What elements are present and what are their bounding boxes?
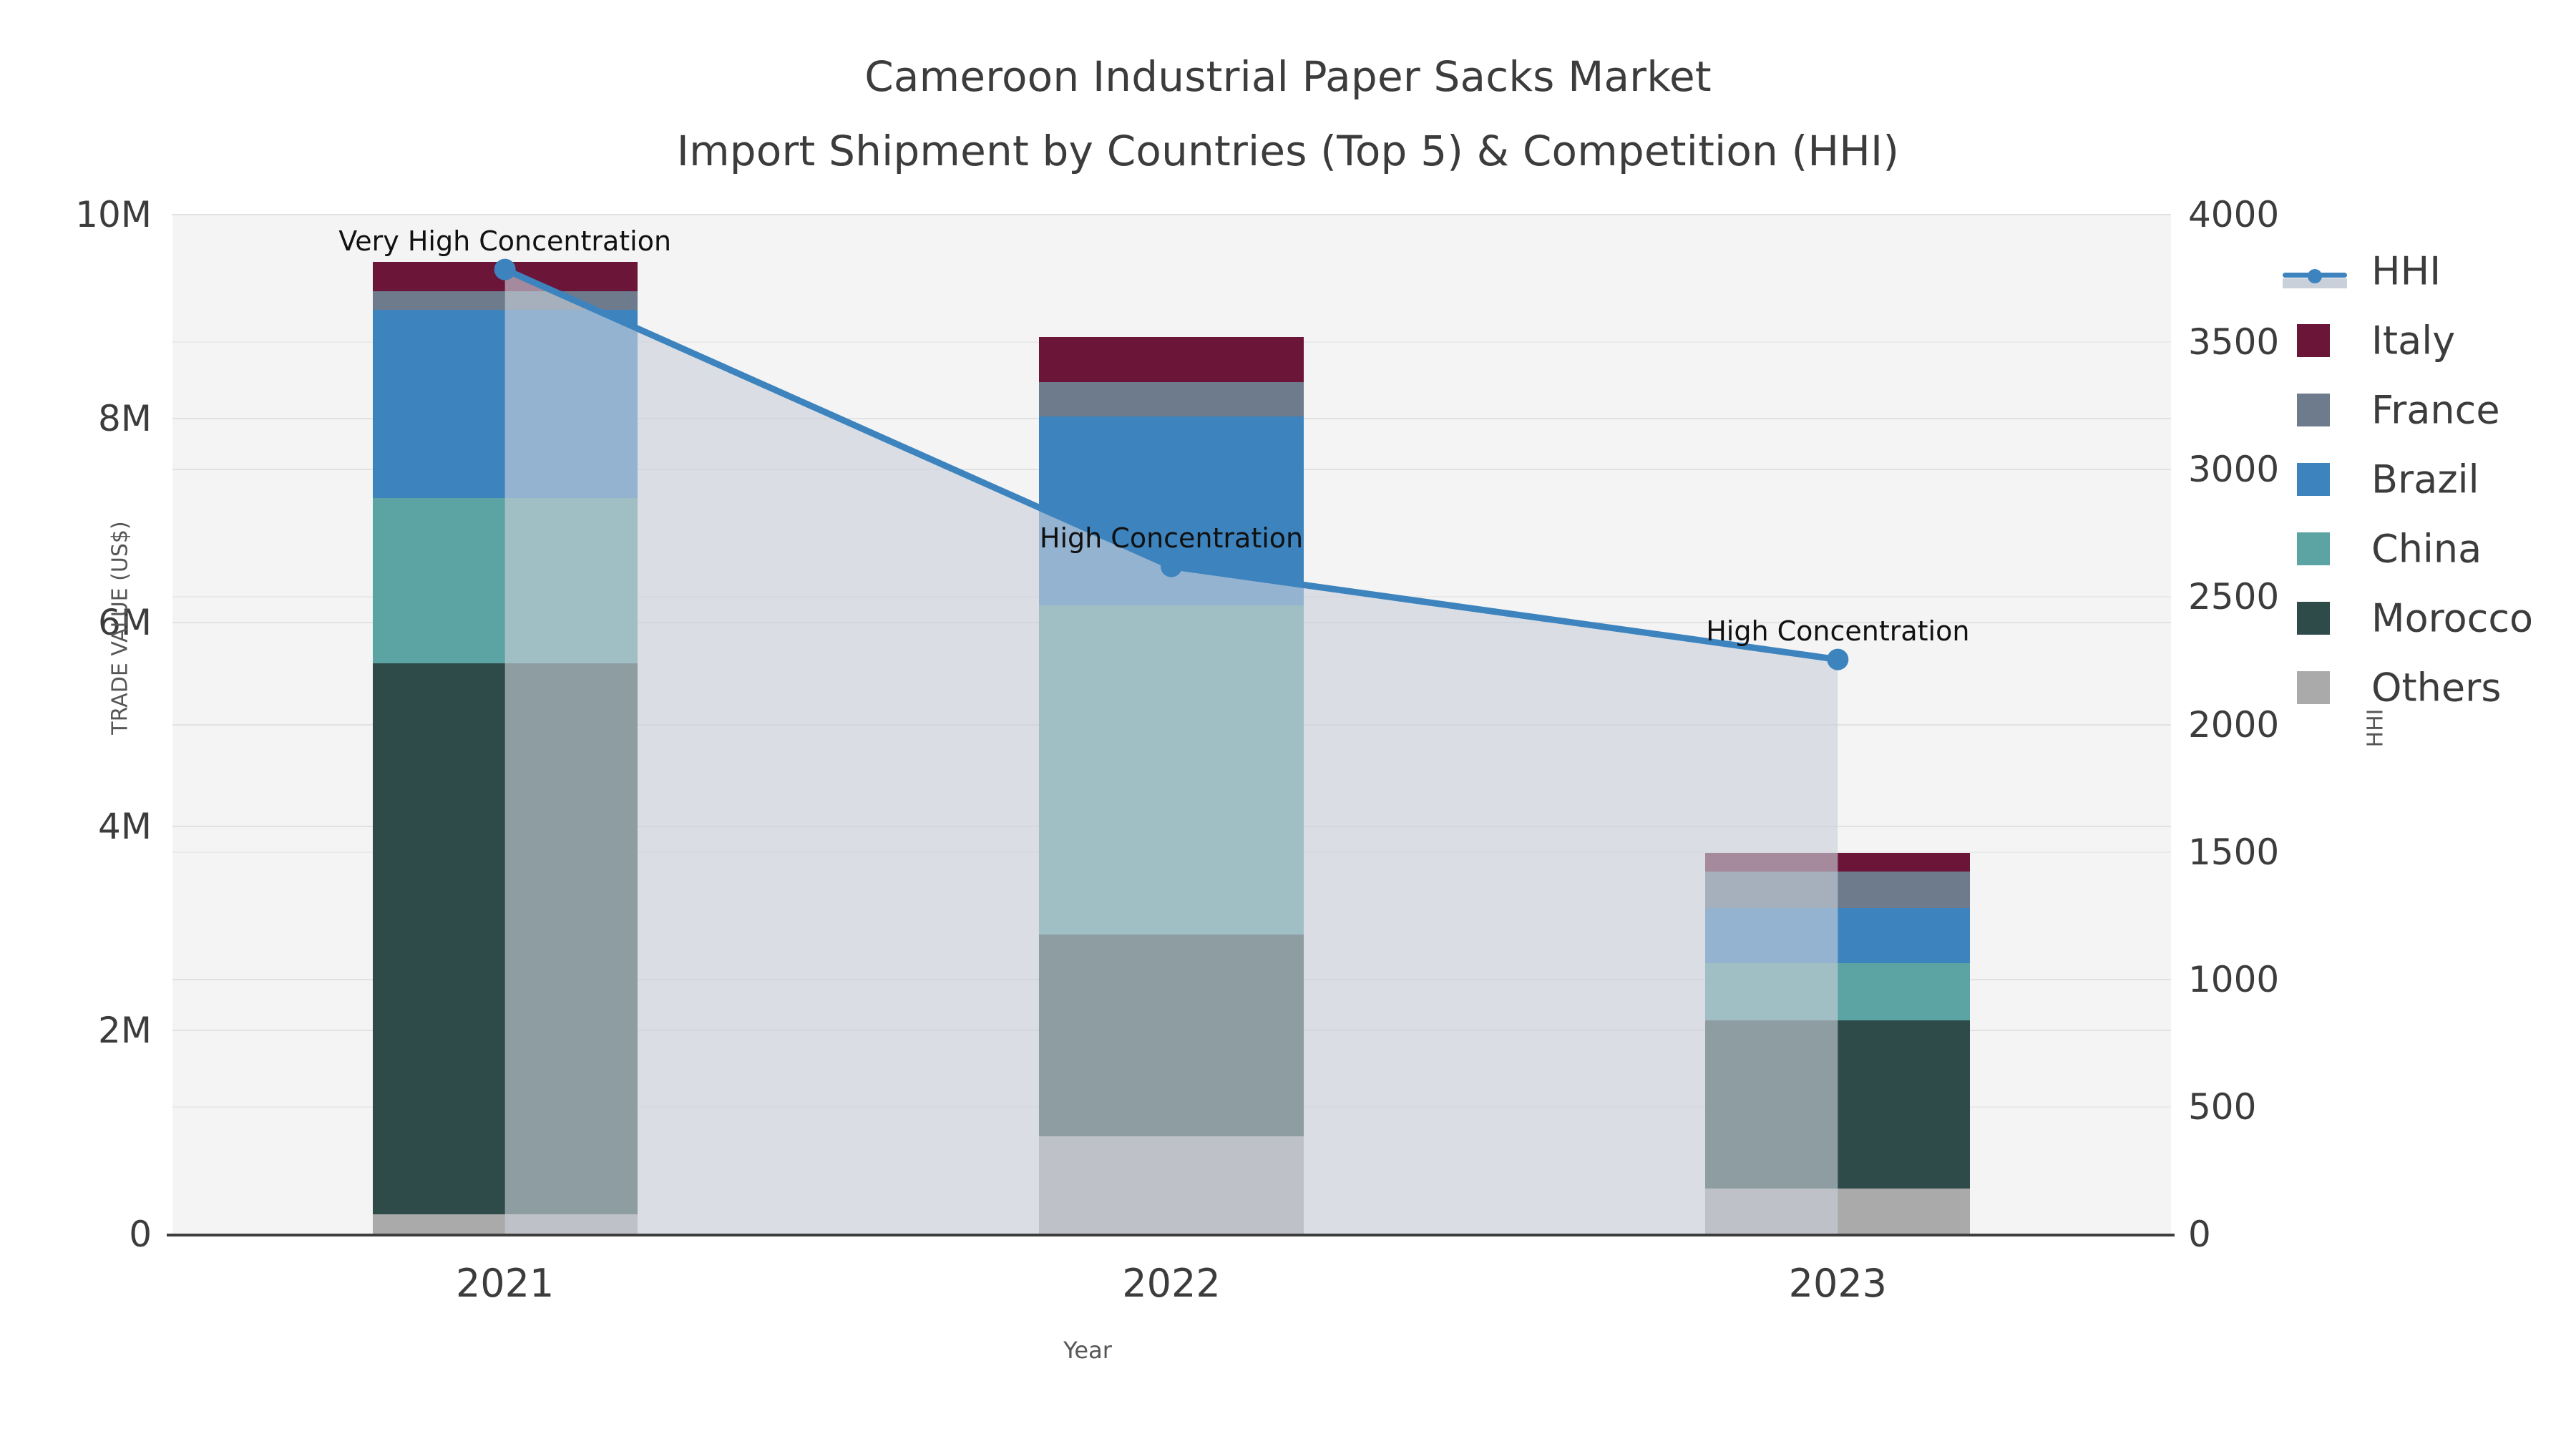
legend-swatch-icon: [2297, 670, 2330, 704]
bar-segment-france[interactable]: [1039, 381, 1304, 417]
legend-item-morocco[interactable]: Morocco: [2297, 583, 2576, 653]
legend-label: HHI: [2371, 248, 2441, 293]
y-axis-left-spine: [170, 215, 172, 1236]
legend-label: Italy: [2371, 318, 2456, 363]
concentration-annotation-2022: High Concentration: [1039, 522, 1304, 554]
x-axis-tick-2023: 2023: [1788, 1261, 1888, 1306]
legend-swatch-icon: [2297, 532, 2330, 565]
legend-label: Morocco: [2371, 595, 2534, 640]
legend-swatch-icon: [2297, 323, 2330, 357]
legend-item-hhi[interactable]: HHI: [2283, 236, 2576, 306]
chart-title-line2: Import Shipment by Countries (Top 5) & C…: [676, 127, 1900, 175]
chart-title: Cameroon Industrial Paper Sacks Market I…: [0, 56, 2576, 172]
legend-label: China: [2371, 526, 2482, 571]
legend-item-china[interactable]: China: [2297, 514, 2576, 583]
legend: HHI Italy France Brazil China Morocco Others: [2283, 236, 2576, 722]
y-axis-left-tick: 8M: [98, 398, 152, 439]
y-axis-right-tick: 3500: [2188, 321, 2280, 364]
hhi-marker-2022[interactable]: [1161, 555, 1182, 577]
legend-label: France: [2371, 387, 2500, 432]
y-axis-left-tick: 10M: [75, 194, 152, 235]
x-axis-label: Year: [1063, 1337, 1112, 1364]
y-axis-left-tick: 0: [129, 1214, 152, 1255]
y-axis-left-label: TRADE VALUE (US$): [107, 521, 133, 735]
y-axis-right-tick: 500: [2188, 1085, 2257, 1128]
concentration-annotation-2021: Very High Concentration: [338, 225, 672, 257]
legend-swatch-icon: [2297, 601, 2330, 635]
legend-swatch-icon: [2297, 393, 2330, 426]
concentration-annotation-2023: High Concentration: [1706, 615, 1970, 647]
y-axis-right-tick: 1000: [2188, 958, 2280, 1000]
y-axis-right-tick: 0: [2188, 1214, 2211, 1255]
gridline: [172, 214, 2171, 215]
hhi-line-layer: [494, 258, 1849, 1234]
bar-segment-italy[interactable]: [1039, 337, 1304, 382]
legend-item-brazil[interactable]: Brazil: [2297, 444, 2576, 514]
x-axis-tick-2021: 2021: [455, 1261, 555, 1306]
x-axis-spine: [167, 1234, 2175, 1236]
legend-label: Brazil: [2371, 457, 2479, 502]
plot-area: [172, 214, 2171, 1235]
y-axis-right-tick: 3000: [2188, 449, 2280, 491]
x-axis-tick-2022: 2022: [1122, 1261, 1221, 1306]
legend-item-france[interactable]: France: [2297, 375, 2576, 444]
y-axis-right-tick: 2500: [2188, 576, 2280, 618]
y-axis-left: 0 2M 4M 6M 8M 10M: [0, 0, 172, 1449]
legend-item-italy[interactable]: Italy: [2297, 306, 2576, 375]
y-axis-right: 0 500 1000 1500 2000 2500 3000 3500 4000: [2181, 0, 2417, 1449]
hhi-marker-2021[interactable]: [494, 258, 516, 280]
y-axis-right-tick: 1500: [2188, 831, 2280, 873]
y-axis-right-tick: 4000: [2188, 194, 2280, 235]
hhi-area-fill: [504, 269, 1838, 1234]
hhi-marker-2023[interactable]: [1827, 648, 1849, 670]
y-axis-left-tick: 6M: [98, 602, 152, 643]
legend-label: Others: [2371, 665, 2502, 710]
y-axis-right-tick: 2000: [2188, 703, 2280, 746]
legend-item-others[interactable]: Others: [2297, 653, 2576, 722]
legend-swatch-icon: [2297, 462, 2330, 496]
y-axis-left-tick: 4M: [98, 806, 152, 847]
y-axis-left-tick: 2M: [98, 1010, 152, 1051]
chart-title-line1: Cameroon Industrial Paper Sacks Market: [864, 52, 1712, 101]
